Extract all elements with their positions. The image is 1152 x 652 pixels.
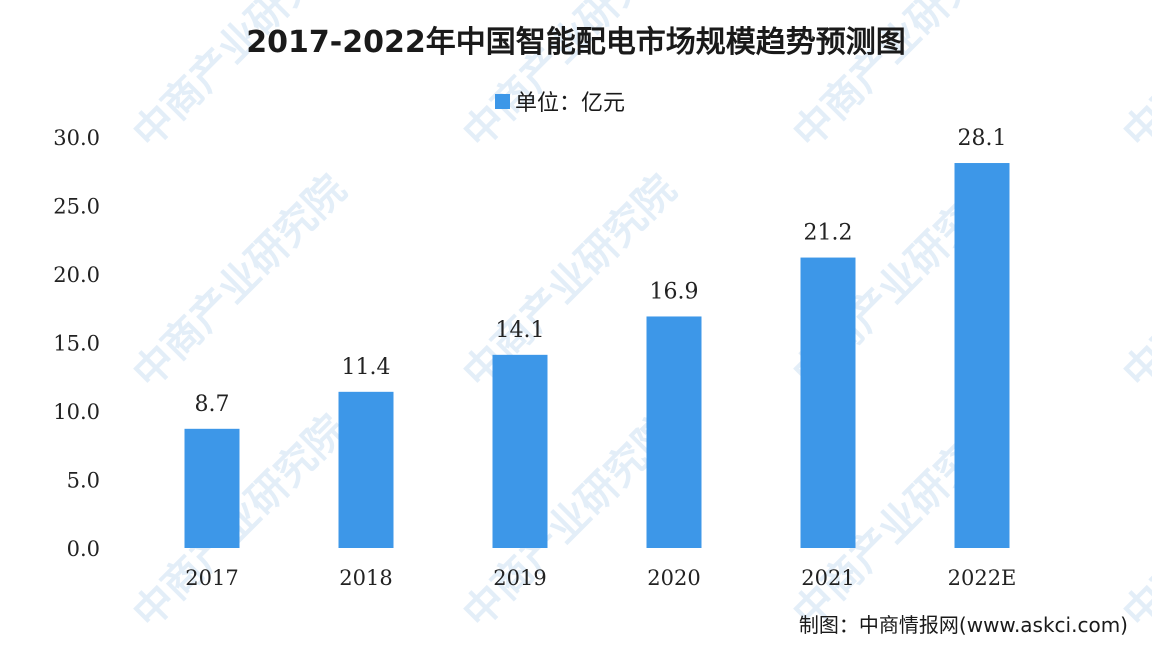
watermark-text: 中商产业研究院 xyxy=(125,0,356,157)
watermark-text: 中商产业研究院 xyxy=(1115,407,1152,638)
y-tick-label: 25.0 xyxy=(53,195,100,219)
x-tick-label-2020: 2020 xyxy=(647,566,700,590)
bar-2020 xyxy=(647,316,702,548)
bar-2022E xyxy=(955,163,1010,548)
x-tick-label-2022E: 2022E xyxy=(948,566,1017,590)
legend-swatch xyxy=(495,94,510,109)
watermark-text: 中商产业研究院 xyxy=(1115,0,1152,157)
source-note: 制图：中商情报网(www.askci.com) xyxy=(799,613,1128,637)
bar-2019 xyxy=(493,355,548,548)
data-label-2019: 14.1 xyxy=(496,318,545,343)
watermark-text: 中商产业研究院 xyxy=(1115,167,1152,398)
chart-title: 2017-2022年中国智能配电市场规模趋势预测图 xyxy=(246,25,905,60)
y-tick-label: 5.0 xyxy=(67,469,100,493)
data-label-2018: 11.4 xyxy=(342,355,391,380)
legend-label: 单位：亿元 xyxy=(515,91,625,116)
x-tick-label-2021: 2021 xyxy=(801,566,854,590)
y-tick-label: 20.0 xyxy=(53,263,100,287)
data-label-2022E: 28.1 xyxy=(958,126,1007,151)
x-axis: 2017 2018 2019 2020 2021 2022E xyxy=(185,566,1016,590)
y-tick-label: 30.0 xyxy=(53,126,100,150)
bar-2018 xyxy=(339,392,394,548)
x-tick-label-2018: 2018 xyxy=(339,566,392,590)
watermark-text: 中商产业研究院 xyxy=(125,167,356,398)
data-label-2017: 8.7 xyxy=(195,392,230,417)
y-tick-label: 15.0 xyxy=(53,332,100,356)
bar-2017 xyxy=(185,429,240,548)
data-label-2020: 16.9 xyxy=(650,279,699,304)
y-tick-label: 0.0 xyxy=(67,537,100,561)
data-label-2021: 21.2 xyxy=(804,221,853,246)
legend: 单位：亿元 xyxy=(495,91,625,116)
y-tick-label: 10.0 xyxy=(53,400,100,424)
bar-2021 xyxy=(801,258,856,548)
x-tick-label-2019: 2019 xyxy=(493,566,546,590)
watermark-text: 中商产业研究院 xyxy=(455,0,686,157)
y-axis: 0.0 5.0 10.0 15.0 20.0 25.0 30.0 xyxy=(53,126,100,561)
x-tick-label-2017: 2017 xyxy=(185,566,238,590)
watermark-text: 中商产业研究院 xyxy=(125,407,356,638)
